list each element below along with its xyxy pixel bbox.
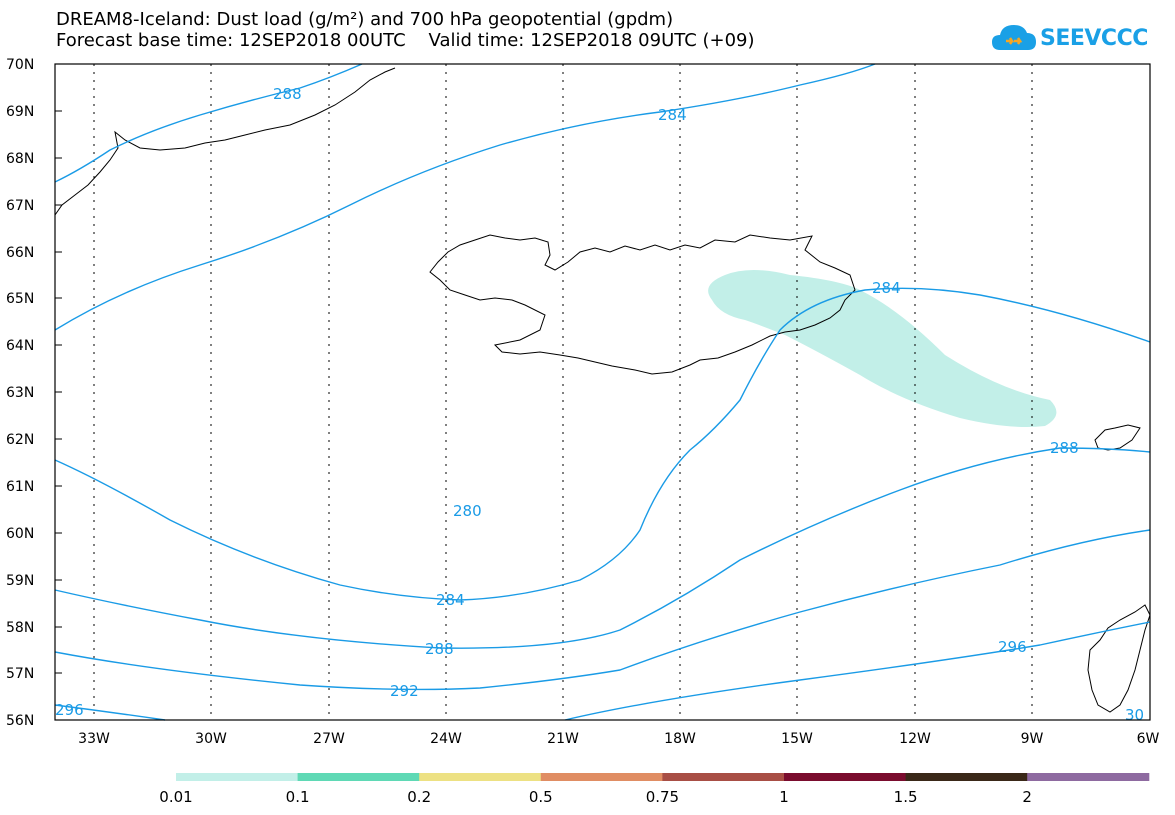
lat-label: 69N xyxy=(6,104,34,120)
lat-label: 60N xyxy=(6,526,34,542)
lon-label: 15W xyxy=(781,731,813,747)
lat-label: 62N xyxy=(6,432,34,448)
longitude-gridlines xyxy=(93,64,1033,720)
lat-label: 70N xyxy=(6,57,34,73)
lon-label: 27W xyxy=(313,731,345,747)
contour-288-south xyxy=(54,447,1151,649)
colorbar-label: 0.5 xyxy=(529,788,553,806)
contour-label: 288 xyxy=(425,640,454,658)
dust-plume-0.01 xyxy=(708,270,1057,427)
colorbar-swatch xyxy=(662,773,785,781)
colorbar-swatch xyxy=(784,773,907,781)
contour-284-north xyxy=(54,63,876,331)
colorbar-swatch xyxy=(905,773,1028,781)
contour-label: 284 xyxy=(658,106,687,124)
contour-label: 284 xyxy=(872,279,901,297)
lon-label: 24W xyxy=(430,731,462,747)
colorbar-swatch xyxy=(1027,773,1150,781)
lat-label: 64N xyxy=(6,338,34,354)
map-title-line1: DREAM8-Iceland: Dust load (g/m²) and 700… xyxy=(56,9,674,30)
contour-284-iceland xyxy=(54,287,1151,601)
colorbar-label: 0.2 xyxy=(407,788,431,806)
contour-labels: 288 284 284 288 280 284 288 292 296 296 … xyxy=(55,85,1144,724)
lon-label: 18W xyxy=(664,731,696,747)
iceland-coast xyxy=(429,234,856,375)
lat-label: 63N xyxy=(6,385,34,401)
colorbar-label: 0.75 xyxy=(646,788,679,806)
colorbar-swatch xyxy=(419,773,542,781)
coastlines xyxy=(54,67,1151,713)
lon-labels: 33W 30W 27W 24W 21W 18W 15W 12W 9W 6W xyxy=(78,731,1159,747)
colorbar-label: 1.5 xyxy=(894,788,918,806)
lat-label: 56N xyxy=(6,713,34,729)
lon-label: 21W xyxy=(547,731,579,747)
lat-label: 59N xyxy=(6,573,34,589)
colorbar: 0.01 0.1 0.2 0.5 0.75 1 1.5 2 xyxy=(159,773,1150,806)
lat-label: 66N xyxy=(6,245,34,261)
lon-label: 6W xyxy=(1137,731,1160,747)
geopotential-contours xyxy=(54,63,1151,721)
lat-labels: 70N 69N 68N 67N 66N 65N 64N 63N 62N 61N … xyxy=(6,57,34,729)
colorbar-swatch xyxy=(176,773,299,781)
lon-label: 9W xyxy=(1021,731,1044,747)
contour-label: 292 xyxy=(390,682,419,700)
contour-label: 30 xyxy=(1125,706,1144,724)
scotland-coast xyxy=(1087,604,1151,713)
colorbar-swatch xyxy=(540,773,663,781)
lat-label: 58N xyxy=(6,620,34,636)
lat-label: 67N xyxy=(6,198,34,214)
map-title-line2: Forecast base time: 12SEP2018 00UTC Vali… xyxy=(56,30,755,51)
lat-label: 57N xyxy=(6,666,34,682)
contour-label: 296 xyxy=(55,701,84,719)
lat-label: 68N xyxy=(6,151,34,167)
contour-label: 284 xyxy=(436,591,465,609)
contour-296-se xyxy=(564,621,1151,721)
seevccc-logo: SEEVCCC xyxy=(990,20,1148,60)
colorbar-label: 0.01 xyxy=(159,788,192,806)
lat-ticks xyxy=(55,63,62,674)
contour-label: 288 xyxy=(1050,439,1079,457)
colorbar-label: 0.1 xyxy=(286,788,310,806)
contour-label: 280 xyxy=(453,502,482,520)
colorbar-label: 1 xyxy=(779,788,789,806)
lon-label: 30W xyxy=(195,731,227,747)
colorbar-label: 2 xyxy=(1022,788,1032,806)
contour-296-sw xyxy=(54,704,166,721)
contour-288-north xyxy=(54,63,363,183)
lat-label: 65N xyxy=(6,291,34,307)
greenland-coast xyxy=(54,67,396,216)
contour-292 xyxy=(54,529,1151,691)
lat-label: 61N xyxy=(6,479,34,495)
logo-text: SEEVCCC xyxy=(1040,26,1148,51)
faroe-coast xyxy=(1094,424,1141,451)
lon-label: 33W xyxy=(78,731,110,747)
lon-label: 12W xyxy=(899,731,931,747)
contour-label: 288 xyxy=(273,85,302,103)
contour-label: 296 xyxy=(998,638,1027,656)
cloud-icon xyxy=(992,25,1036,50)
colorbar-swatch xyxy=(297,773,420,781)
